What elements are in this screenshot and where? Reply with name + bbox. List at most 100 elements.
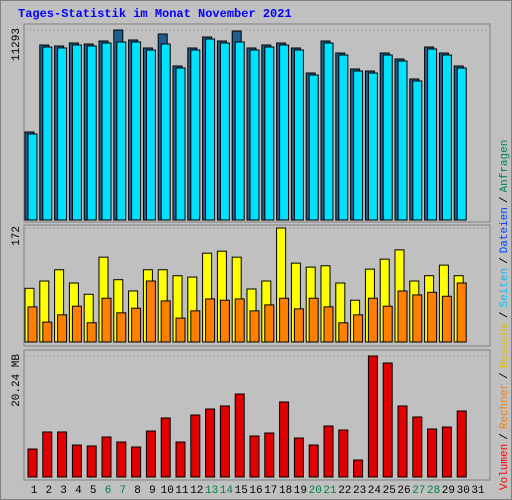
bar: [279, 297, 290, 343]
bar: [249, 310, 260, 343]
bar: [367, 297, 378, 343]
bar: [382, 362, 393, 478]
bar: [86, 322, 97, 343]
bar: [441, 426, 452, 478]
y-tick-label: 172: [11, 226, 23, 246]
legend-entry: Volumen: [499, 444, 511, 490]
x-tick-label: 16: [249, 485, 262, 497]
bar: [338, 429, 349, 478]
bar: [101, 297, 112, 343]
bar: [116, 441, 127, 478]
x-tick-label: 18: [279, 485, 292, 497]
bar: [397, 405, 408, 478]
x-tick-label: 2: [45, 485, 52, 497]
bar: [456, 410, 467, 478]
bar: [412, 294, 423, 343]
bar: [323, 42, 334, 221]
bar: [86, 445, 97, 478]
bar: [234, 298, 245, 343]
bar: [338, 322, 349, 343]
x-tick-label: 15: [235, 485, 248, 497]
bar: [205, 38, 216, 221]
bar: [131, 41, 142, 221]
x-tick-label: 1: [31, 485, 38, 497]
bar: [323, 306, 334, 343]
legend: Volumen / Rechner / Besuche / Seiten / Dateien / A…: [499, 140, 511, 490]
x-tick-label: 4: [75, 485, 82, 497]
x-tick-label: 25: [383, 485, 396, 497]
bar: [353, 70, 364, 221]
bar: [456, 67, 467, 221]
bar: [190, 414, 201, 478]
bar: [397, 60, 408, 221]
legend-entry: Dateien: [499, 207, 511, 253]
bar: [175, 67, 186, 221]
x-tick-label: 17: [264, 485, 277, 497]
x-tick-label: 11: [175, 485, 189, 497]
bar: [42, 431, 53, 478]
bar: [190, 49, 201, 221]
bar: [264, 304, 275, 343]
legend-entry: Rechner: [499, 383, 511, 429]
bar: [293, 49, 304, 221]
x-tick-label: 22: [338, 485, 351, 497]
legend-entry: Seiten: [499, 268, 511, 308]
x-tick-label: 29: [442, 485, 455, 497]
bar: [412, 416, 423, 478]
bar: [279, 401, 290, 478]
bar: [353, 314, 364, 343]
x-tick-label: 28: [427, 485, 440, 497]
bar: [116, 41, 127, 221]
y-tick-label: 20.24 MB: [11, 354, 23, 407]
bar: [279, 44, 290, 221]
x-tick-label: 8: [134, 485, 141, 497]
legend-separator: /: [499, 312, 511, 319]
bar: [145, 280, 156, 343]
x-tick-label: 24: [368, 485, 382, 497]
bar: [264, 46, 275, 221]
bar: [71, 44, 82, 221]
bar: [293, 437, 304, 478]
bar: [27, 306, 38, 343]
chart-title: Tages-Statistik im Monat November 2021: [18, 7, 292, 21]
bar: [308, 297, 319, 343]
bar: [412, 80, 423, 221]
x-tick-label: 26: [397, 485, 410, 497]
x-tick-label: 21: [323, 485, 337, 497]
x-tick-label: 14: [220, 485, 234, 497]
x-tick-label: 3: [60, 485, 67, 497]
bar: [456, 282, 467, 343]
bar: [57, 314, 68, 343]
x-tick-label: 12: [190, 485, 203, 497]
bar: [57, 431, 68, 478]
x-tick-label: 31: [471, 485, 485, 497]
x-tick-label: 6: [105, 485, 112, 497]
bar: [427, 428, 438, 478]
bar: [323, 425, 334, 478]
bar: [427, 291, 438, 343]
bar: [42, 321, 53, 343]
bar: [219, 42, 230, 221]
bar: [175, 317, 186, 343]
bar: [131, 307, 142, 343]
bar: [308, 444, 319, 478]
bar: [308, 74, 319, 221]
bar: [234, 393, 245, 478]
bar: [382, 54, 393, 221]
bar: [353, 459, 364, 478]
bar: [293, 308, 304, 343]
bar: [71, 444, 82, 478]
legend-separator: /: [499, 433, 511, 440]
x-tick-label: 9: [149, 485, 156, 497]
bar: [27, 448, 38, 478]
legend-separator: /: [499, 196, 511, 203]
bar: [441, 54, 452, 221]
bar: [427, 48, 438, 221]
bar: [367, 72, 378, 221]
bar: [27, 133, 38, 221]
bar: [57, 47, 68, 221]
bar: [42, 46, 53, 221]
bar: [219, 299, 230, 343]
